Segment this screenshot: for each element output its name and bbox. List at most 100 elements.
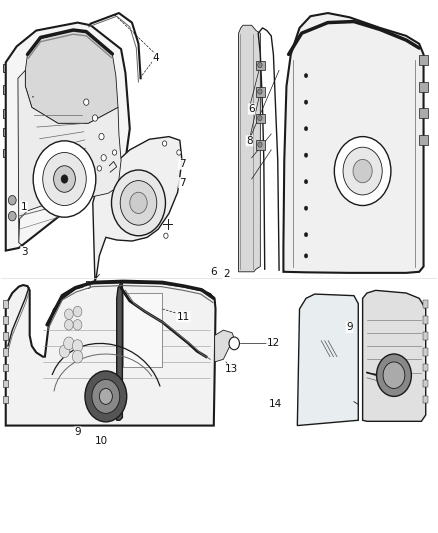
Circle shape <box>64 319 73 330</box>
Circle shape <box>353 159 372 183</box>
Bar <box>3 396 8 403</box>
Circle shape <box>92 379 120 414</box>
Circle shape <box>73 306 82 317</box>
Bar <box>3 149 10 157</box>
Text: 14: 14 <box>269 399 282 409</box>
Polygon shape <box>283 13 424 273</box>
Circle shape <box>229 337 240 350</box>
Text: 3: 3 <box>21 247 27 257</box>
Polygon shape <box>117 282 122 420</box>
Bar <box>419 109 428 118</box>
Circle shape <box>304 126 308 131</box>
Circle shape <box>258 142 262 147</box>
Circle shape <box>43 152 86 206</box>
Bar <box>423 380 428 387</box>
Bar <box>3 364 8 372</box>
Circle shape <box>304 232 308 237</box>
Text: 5: 5 <box>84 280 91 290</box>
Circle shape <box>258 62 262 68</box>
Text: 2: 2 <box>223 270 230 279</box>
Circle shape <box>304 180 308 184</box>
Circle shape <box>304 100 308 104</box>
Text: 9: 9 <box>346 322 353 333</box>
Text: 6: 6 <box>248 104 255 114</box>
Polygon shape <box>297 294 358 425</box>
Circle shape <box>33 141 96 217</box>
Bar <box>3 64 10 72</box>
Circle shape <box>8 212 16 221</box>
Text: 7: 7 <box>179 177 185 188</box>
Circle shape <box>99 133 104 140</box>
Bar <box>423 348 428 356</box>
Circle shape <box>304 74 308 78</box>
Circle shape <box>85 371 127 422</box>
Polygon shape <box>6 282 215 425</box>
Bar <box>419 135 428 144</box>
Circle shape <box>334 136 391 206</box>
Text: 10: 10 <box>95 437 108 447</box>
Bar <box>3 301 8 308</box>
Bar <box>256 114 265 123</box>
Circle shape <box>92 115 98 121</box>
Text: 6: 6 <box>211 267 217 277</box>
Bar <box>3 332 8 340</box>
Polygon shape <box>25 30 118 123</box>
Circle shape <box>73 319 82 330</box>
Circle shape <box>112 170 166 236</box>
Circle shape <box>162 141 167 146</box>
Text: 1: 1 <box>21 201 27 212</box>
Text: 7: 7 <box>179 159 185 169</box>
Bar <box>3 317 8 324</box>
Bar <box>423 332 428 340</box>
Polygon shape <box>93 136 182 282</box>
Polygon shape <box>363 290 426 421</box>
Circle shape <box>101 155 106 161</box>
Bar <box>419 55 428 65</box>
Circle shape <box>97 166 102 171</box>
Circle shape <box>164 233 168 238</box>
Polygon shape <box>215 330 234 362</box>
Text: 11: 11 <box>177 312 190 322</box>
Circle shape <box>53 166 75 192</box>
Circle shape <box>304 206 308 211</box>
Circle shape <box>130 192 147 214</box>
Circle shape <box>72 340 83 352</box>
Polygon shape <box>6 22 130 251</box>
Text: 4: 4 <box>152 53 159 63</box>
Bar <box>3 109 10 117</box>
Circle shape <box>64 337 74 350</box>
Circle shape <box>59 345 70 358</box>
Bar <box>419 82 428 92</box>
Bar <box>423 317 428 324</box>
Circle shape <box>64 309 73 319</box>
Text: 12: 12 <box>267 338 280 349</box>
Circle shape <box>113 150 117 155</box>
Bar <box>423 301 428 308</box>
Bar <box>256 140 265 150</box>
Polygon shape <box>239 25 260 272</box>
Circle shape <box>304 254 308 258</box>
Circle shape <box>177 150 181 155</box>
Bar <box>3 127 10 136</box>
Bar <box>423 364 428 372</box>
Text: 13: 13 <box>225 364 238 374</box>
Circle shape <box>8 196 16 205</box>
Circle shape <box>72 350 83 363</box>
Bar <box>256 61 265 70</box>
Circle shape <box>61 175 68 183</box>
Bar <box>256 87 265 97</box>
Text: 8: 8 <box>246 136 253 146</box>
Circle shape <box>120 181 157 225</box>
Circle shape <box>84 99 89 106</box>
Circle shape <box>258 89 262 94</box>
Circle shape <box>383 362 405 389</box>
Bar <box>3 85 10 94</box>
Circle shape <box>99 389 113 405</box>
Bar <box>3 348 8 356</box>
Circle shape <box>258 115 262 120</box>
Circle shape <box>304 153 308 157</box>
Circle shape <box>343 147 382 195</box>
Polygon shape <box>18 70 121 243</box>
Bar <box>123 293 162 367</box>
Circle shape <box>377 354 411 397</box>
